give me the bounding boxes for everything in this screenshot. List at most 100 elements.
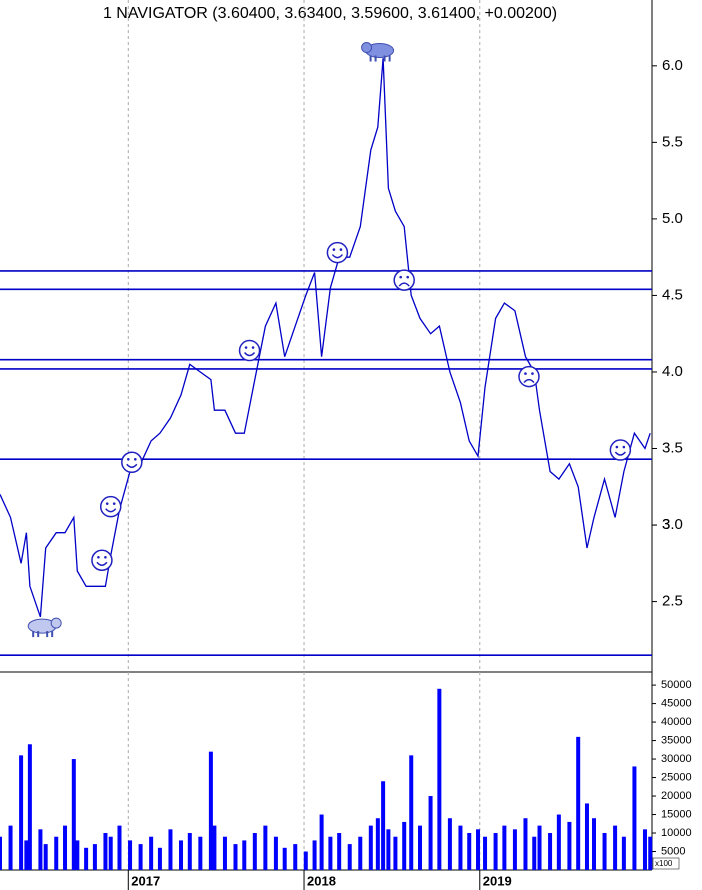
mouth	[105, 508, 117, 513]
eye	[97, 555, 100, 559]
volume-bar	[523, 818, 528, 870]
y-tick-label: 15000	[661, 808, 692, 820]
volume-unit: x100	[655, 859, 673, 868]
signal-smile	[609, 439, 632, 461]
volume-bar	[263, 825, 268, 870]
eye	[127, 457, 130, 461]
x-tick-label: 2019	[483, 873, 512, 888]
volume-bar	[63, 825, 68, 870]
volume-bar	[447, 818, 452, 870]
volume-bar	[19, 755, 24, 870]
volume-bar	[347, 844, 352, 870]
mouth	[243, 352, 256, 357]
eye	[134, 457, 137, 461]
y-tick-label: 6.0	[662, 57, 683, 74]
face	[238, 339, 261, 362]
volume-bar	[532, 836, 537, 870]
eye	[406, 275, 410, 279]
volume-bar	[128, 840, 133, 870]
price-line	[0, 58, 651, 618]
y-tick-label: 3.0	[662, 516, 683, 533]
volume-bar	[293, 844, 298, 870]
y-tick-label: 45000	[661, 697, 692, 709]
face	[121, 451, 143, 474]
volume-bar	[537, 825, 542, 870]
volume-bar	[567, 821, 572, 870]
volume-bar	[483, 836, 488, 870]
volume-bar	[556, 814, 561, 870]
y-tick-label: 5000	[661, 845, 685, 857]
volume-bar	[179, 840, 184, 870]
signal-smile	[99, 495, 122, 518]
volume-bar	[187, 833, 192, 870]
volume-bar	[428, 796, 433, 870]
face	[91, 549, 113, 572]
volume-bar	[632, 766, 637, 870]
volume-bar	[418, 825, 423, 870]
signal-bear	[361, 42, 395, 62]
volume-bar	[493, 833, 498, 870]
volume-bar	[117, 825, 122, 870]
mouth	[331, 254, 343, 259]
volume-bar	[502, 825, 507, 870]
volume-bar	[409, 755, 414, 870]
volume-bar	[303, 851, 308, 870]
mouth	[523, 378, 535, 384]
y-tick-label: 5.0	[662, 210, 683, 227]
volume-bar	[24, 840, 29, 870]
y-tick-label: 4.0	[662, 363, 683, 380]
eye	[615, 445, 619, 449]
volume-bar	[252, 833, 257, 870]
volume-bar	[103, 833, 108, 870]
chart-title: 1 NAVIGATOR (3.60400, 3.63400, 3.59600, …	[103, 5, 557, 22]
volume-bar	[368, 825, 373, 870]
eye	[399, 275, 403, 279]
volume-bar	[458, 825, 463, 870]
eye	[332, 248, 336, 251]
y-tick-label: 10000	[661, 827, 692, 839]
eye	[112, 502, 116, 505]
eye	[339, 248, 343, 251]
volume-bar	[8, 825, 13, 870]
volume-bar	[381, 781, 386, 870]
y-tick-label: 50000	[661, 679, 692, 691]
volume-bar	[312, 840, 317, 870]
volume-bar	[358, 836, 363, 870]
volume-bar	[548, 833, 553, 870]
volume-bar	[592, 818, 597, 870]
volume-bar	[71, 759, 76, 870]
volume-bar	[319, 814, 324, 870]
volume-bar	[84, 847, 89, 870]
y-tick-label: 35000	[661, 734, 692, 746]
eye	[622, 445, 626, 449]
unit-box	[652, 857, 680, 870]
volume-bar	[467, 833, 472, 870]
volume-bar	[75, 840, 80, 870]
volume-bar	[27, 744, 32, 870]
face	[326, 241, 349, 264]
y-tick-label: 3	[662, 516, 670, 533]
volume-bar	[212, 825, 217, 870]
volume-bar	[38, 829, 43, 870]
volume-bar	[108, 836, 113, 870]
face	[518, 365, 540, 388]
volume-bar	[402, 821, 407, 870]
y-tick-label: 2.5	[662, 593, 683, 610]
signal-frown	[393, 269, 415, 291]
volume-bar	[282, 847, 287, 870]
volume-bar	[375, 818, 380, 870]
volume-bar	[54, 836, 59, 870]
face	[393, 269, 415, 291]
signal-smile	[238, 339, 261, 362]
signal-frown	[518, 365, 540, 388]
mouth	[96, 561, 108, 566]
x-tick-label: 2018	[307, 873, 336, 888]
volume-bar	[621, 836, 626, 870]
volume-bar	[168, 829, 173, 870]
signal-bull	[27, 617, 62, 638]
eye	[104, 555, 107, 559]
volume-bar	[138, 844, 143, 870]
volume-bar	[43, 844, 48, 870]
